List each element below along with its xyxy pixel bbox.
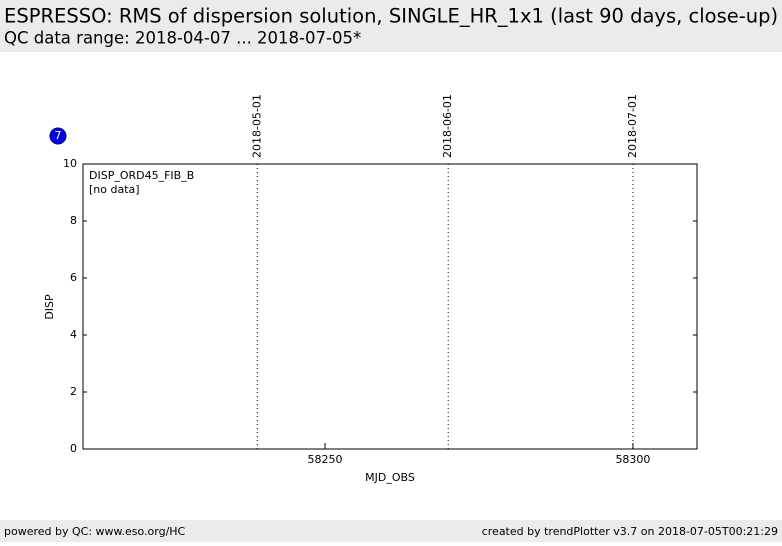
- y-tick-label: 2: [70, 385, 77, 398]
- title: ESPRESSO: RMS of dispersion solution, SI…: [4, 5, 778, 28]
- y-tick-label: 8: [70, 214, 77, 227]
- footer-band: [0, 520, 782, 542]
- plot-frame: [82, 163, 698, 450]
- date-label: 2018-07-01: [626, 94, 639, 158]
- date-label: 2018-06-01: [441, 94, 454, 158]
- y-tick-label: 6: [70, 271, 77, 284]
- footer-right: created by trendPlotter v3.7 on 2018-07-…: [482, 525, 778, 538]
- x-tick-label: 58250: [308, 453, 343, 466]
- y-tick-label: 10: [63, 157, 77, 170]
- y-tick-label: 0: [70, 442, 77, 455]
- y-tick-label: 4: [70, 328, 77, 341]
- y-axis-label: DISP: [43, 294, 56, 320]
- badge-icon: [49, 127, 67, 145]
- x-tick-label: 58300: [615, 453, 650, 466]
- subtitle: QC data range: 2018-04-07 ... 2018-07-05…: [4, 29, 361, 48]
- header-band: [0, 0, 782, 52]
- date-label: 2018-05-01: [250, 94, 263, 158]
- annotation: [no data]: [89, 183, 140, 196]
- x-axis-label: MJD_OBS: [365, 471, 415, 484]
- legend-entry: DISP_ORD45_FIB_B: [89, 169, 194, 182]
- badge-label: 7: [55, 129, 62, 142]
- footer-left: powered by QC: www.eso.org/HC: [4, 525, 186, 538]
